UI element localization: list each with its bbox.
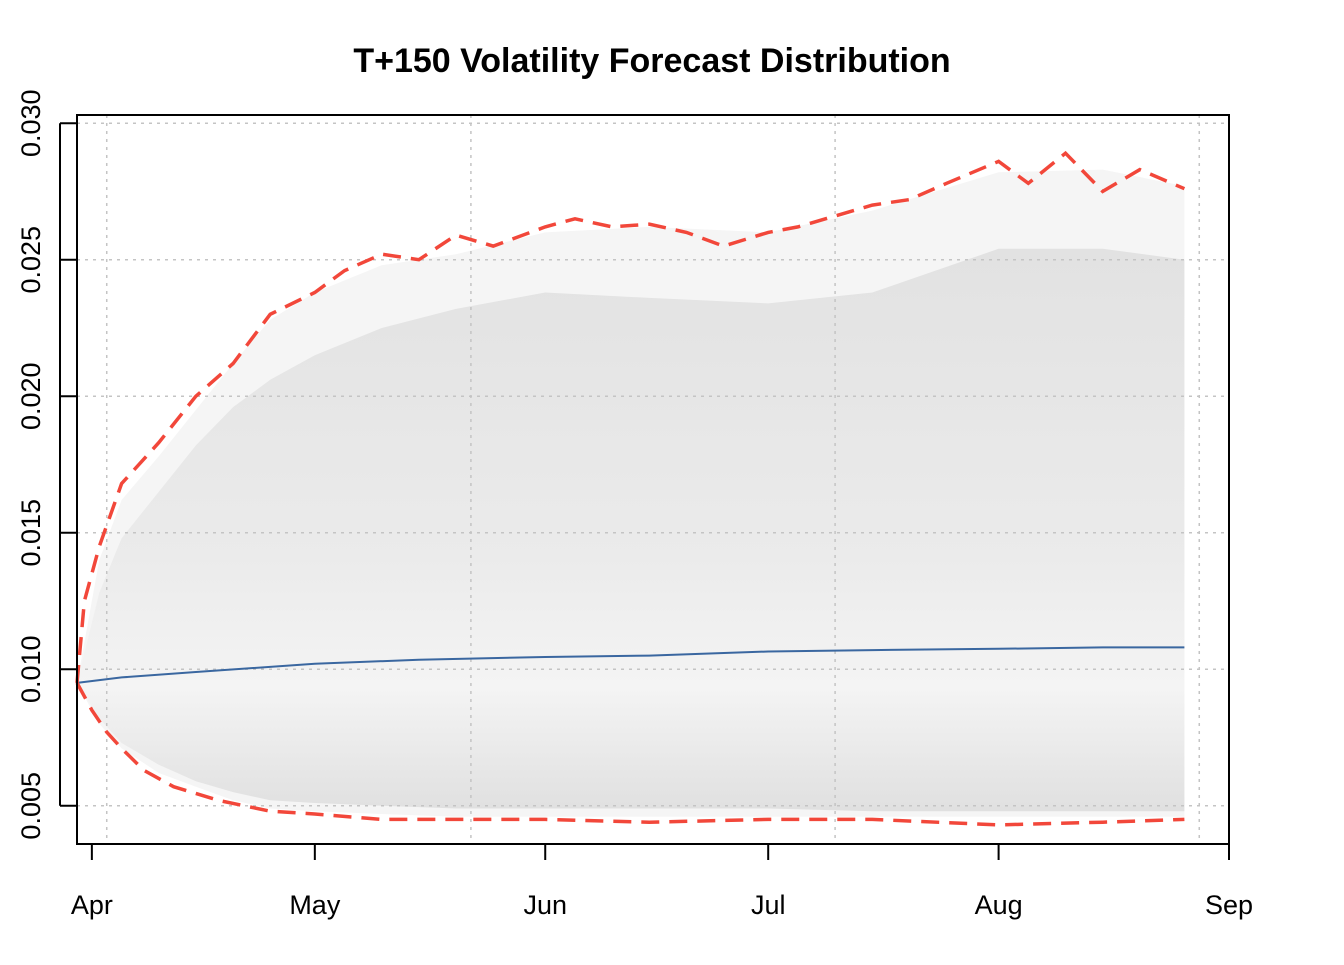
- x-tick-label-apr: Apr: [71, 890, 113, 920]
- y-tick-label-3: 0.020: [16, 362, 46, 430]
- chart-title: T+150 Volatility Forecast Distribution: [353, 42, 950, 80]
- y-tick-label-5: 0.030: [16, 89, 46, 157]
- lower-bound-line: [75, 682, 1185, 827]
- y-tick-label-4: 0.025: [16, 226, 46, 294]
- y-tick-label-1: 0.010: [16, 635, 46, 703]
- x-tick-label-jul: Jul: [751, 890, 786, 920]
- x-tick-label-jun: Jun: [523, 890, 567, 920]
- x-tick-label-sep: Sep: [1205, 890, 1253, 920]
- upper-bound-line: [75, 150, 1186, 684]
- x-tick-label-may: May: [289, 890, 341, 920]
- forecast-band-2: [77, 248, 1185, 812]
- forecast-mean-line: [76, 646, 1185, 684]
- x-tick-label-aug: Aug: [975, 890, 1023, 920]
- y-tick-label-2: 0.015: [16, 499, 46, 567]
- y-tick-label-0: 0.005: [16, 772, 46, 840]
